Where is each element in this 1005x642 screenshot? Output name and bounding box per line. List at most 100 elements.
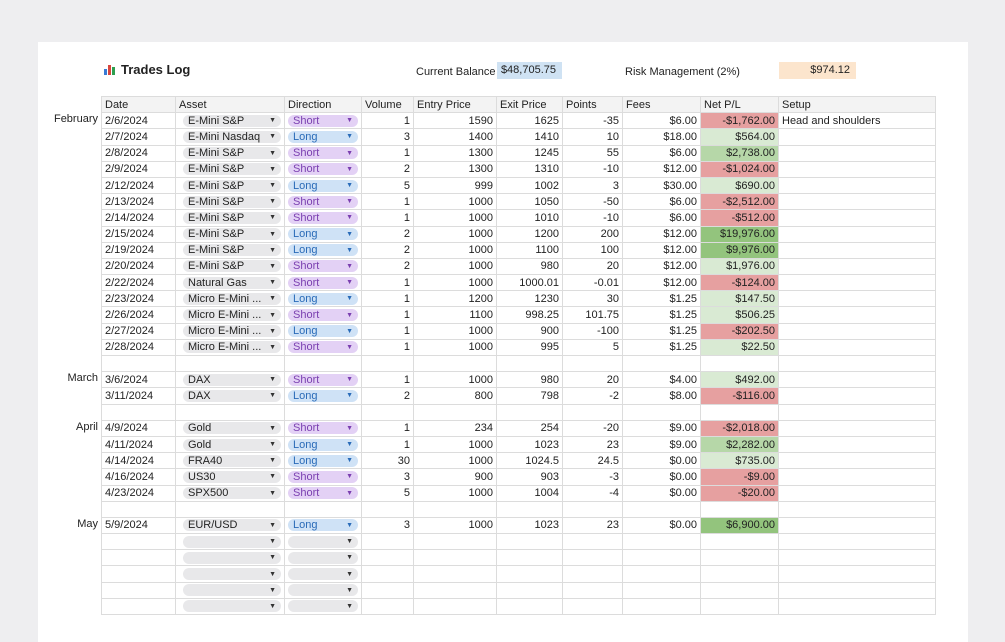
direction-cell[interactable]: Short ▼ xyxy=(284,274,362,292)
volume-cell[interactable]: 1 xyxy=(361,193,414,211)
direction-cell[interactable]: Long ▼ xyxy=(284,435,362,454)
empty-cell[interactable] xyxy=(622,581,701,599)
risk-management-value[interactable]: $974.12 xyxy=(779,62,856,79)
empty-cell[interactable] xyxy=(361,549,414,567)
entry-price-cell[interactable]: 1000 xyxy=(413,338,497,357)
points-cell[interactable]: 23 xyxy=(562,516,623,535)
exit-price-cell[interactable]: 1023 xyxy=(496,516,563,535)
date-cell[interactable]: 2/28/2024 xyxy=(101,338,176,357)
points-cell[interactable]: -3 xyxy=(562,468,623,486)
volume-cell[interactable]: 1 xyxy=(361,419,414,437)
points-cell[interactable]: 100 xyxy=(562,241,623,259)
asset-cell[interactable]: SPX500 ▼ xyxy=(175,484,285,502)
fees-cell[interactable]: $8.00 xyxy=(622,387,701,405)
net-pl-cell[interactable]: -$2,018.00 xyxy=(700,419,779,437)
volume-cell[interactable]: 1 xyxy=(361,371,414,389)
setup-cell[interactable] xyxy=(778,144,936,162)
empty-cell[interactable] xyxy=(778,549,936,567)
fees-cell[interactable]: $12.00 xyxy=(622,160,701,178)
direction-cell[interactable]: Short ▼ xyxy=(284,112,362,130)
net-pl-cell[interactable]: -$9.00 xyxy=(700,468,779,486)
empty-cell[interactable] xyxy=(496,403,563,421)
date-cell[interactable]: 2/26/2024 xyxy=(101,306,176,324)
empty-cell[interactable] xyxy=(700,549,779,567)
direction-cell[interactable]: Short ▼ xyxy=(284,257,362,276)
setup-cell[interactable] xyxy=(778,484,936,502)
date-cell[interactable]: 5/9/2024 xyxy=(101,516,176,535)
exit-price-cell[interactable]: 998.25 xyxy=(496,306,563,324)
fees-cell[interactable]: $0.00 xyxy=(622,516,701,535)
empty-cell[interactable] xyxy=(413,533,497,551)
points-cell[interactable]: -20 xyxy=(562,419,623,437)
empty-cell[interactable] xyxy=(284,500,362,518)
asset-dropdown[interactable]: FRA40 ▼ xyxy=(183,454,281,467)
exit-price-cell[interactable]: 798 xyxy=(496,387,563,405)
empty-cell[interactable] xyxy=(700,581,779,599)
direction-cell[interactable]: Long ▼ xyxy=(284,322,362,340)
fees-cell[interactable]: $0.00 xyxy=(622,468,701,486)
direction-dropdown[interactable]: Short ▼ xyxy=(288,470,358,483)
exit-price-cell[interactable]: 1230 xyxy=(496,290,563,308)
entry-price-cell[interactable]: 1400 xyxy=(413,128,497,146)
exit-price-cell[interactable]: 980 xyxy=(496,371,563,389)
asset-dropdown[interactable]: E-Mini S&P ▼ xyxy=(183,147,281,160)
empty-cell[interactable] xyxy=(496,597,563,616)
setup-cell[interactable] xyxy=(778,435,936,454)
empty-cell[interactable] xyxy=(101,403,176,421)
direction-cell[interactable]: ▼ xyxy=(284,533,362,551)
asset-cell[interactable]: E-Mini S&P ▼ xyxy=(175,112,285,130)
asset-cell[interactable]: FRA40 ▼ xyxy=(175,452,285,470)
asset-dropdown[interactable]: EUR/USD ▼ xyxy=(183,519,281,532)
setup-cell[interactable] xyxy=(778,371,936,389)
net-pl-cell[interactable]: -$116.00 xyxy=(700,387,779,405)
setup-cell[interactable] xyxy=(778,516,936,535)
empty-cell[interactable] xyxy=(622,533,701,551)
fees-cell[interactable]: $12.00 xyxy=(622,241,701,259)
current-balance-value[interactable]: $48,705.75 xyxy=(497,62,562,79)
volume-cell[interactable]: 2 xyxy=(361,160,414,178)
entry-price-cell[interactable]: 800 xyxy=(413,387,497,405)
empty-cell[interactable] xyxy=(700,597,779,616)
asset-dropdown[interactable]: DAX ▼ xyxy=(183,373,281,386)
date-cell[interactable]: 3/11/2024 xyxy=(101,387,176,405)
empty-cell[interactable] xyxy=(175,403,285,421)
asset-cell[interactable]: E-Mini Nasdaq ▼ xyxy=(175,128,285,146)
date-cell[interactable]: 2/13/2024 xyxy=(101,193,176,211)
exit-price-cell[interactable]: 903 xyxy=(496,468,563,486)
entry-price-cell[interactable]: 1100 xyxy=(413,306,497,324)
net-pl-cell[interactable]: $22.50 xyxy=(700,338,779,357)
asset-dropdown[interactable]: Natural Gas ▼ xyxy=(183,276,281,289)
direction-cell[interactable]: Long ▼ xyxy=(284,176,362,195)
direction-dropdown[interactable]: Long ▼ xyxy=(288,454,358,467)
exit-price-cell[interactable]: 1050 xyxy=(496,193,563,211)
date-cell[interactable]: 2/15/2024 xyxy=(101,225,176,243)
fees-cell[interactable]: $0.00 xyxy=(622,452,701,470)
date-cell[interactable] xyxy=(101,533,176,551)
volume-cell[interactable]: 1 xyxy=(361,112,414,130)
net-pl-cell[interactable]: -$20.00 xyxy=(700,484,779,502)
entry-price-cell[interactable]: 1300 xyxy=(413,160,497,178)
asset-dropdown[interactable]: Micro E-Mini ... ▼ xyxy=(183,325,281,338)
exit-price-cell[interactable]: 995 xyxy=(496,338,563,357)
column-header[interactable]: Direction xyxy=(284,95,362,114)
direction-cell[interactable]: Short ▼ xyxy=(284,209,362,227)
net-pl-cell[interactable]: $506.25 xyxy=(700,306,779,324)
direction-dropdown[interactable]: Long ▼ xyxy=(288,438,358,451)
exit-price-cell[interactable]: 1024.5 xyxy=(496,452,563,470)
empty-cell[interactable] xyxy=(175,500,285,518)
direction-cell[interactable]: Short ▼ xyxy=(284,484,362,502)
date-cell[interactable]: 4/11/2024 xyxy=(101,435,176,454)
empty-cell[interactable] xyxy=(622,597,701,616)
direction-dropdown[interactable]: Short ▼ xyxy=(288,276,358,289)
volume-cell[interactable]: 1 xyxy=(361,435,414,454)
direction-dropdown[interactable]: ▼ xyxy=(288,535,358,548)
fees-cell[interactable]: $0.00 xyxy=(622,484,701,502)
net-pl-cell[interactable]: -$124.00 xyxy=(700,274,779,292)
column-header[interactable]: Fees xyxy=(622,95,701,114)
empty-cell[interactable] xyxy=(413,403,497,421)
volume-cell[interactable]: 1 xyxy=(361,338,414,357)
direction-dropdown[interactable]: Short ▼ xyxy=(288,163,358,176)
asset-cell[interactable]: E-Mini S&P ▼ xyxy=(175,144,285,162)
empty-cell[interactable] xyxy=(562,533,623,551)
entry-price-cell[interactable]: 1590 xyxy=(413,112,497,130)
